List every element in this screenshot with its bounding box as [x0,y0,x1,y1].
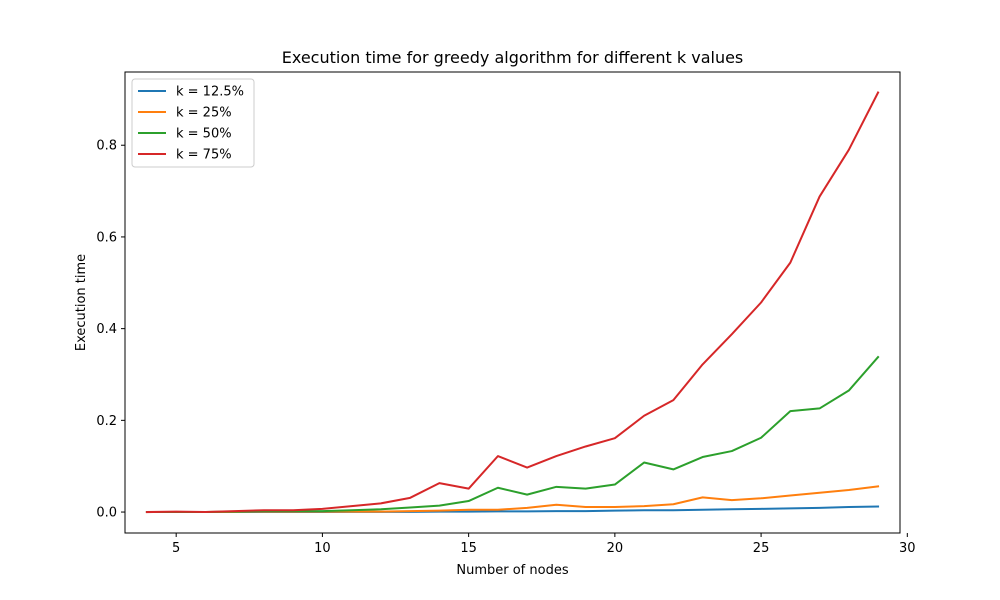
legend-label: k = 12.5% [176,85,244,100]
x-tick-label: 20 [607,541,624,556]
legend-label: k = 25% [176,106,232,121]
plot-area [124,71,901,534]
x-tick-label: 10 [314,541,331,556]
y-tick-label: 0.0 [96,506,117,521]
y-axis: 0.0 0.2 0.4 0.6 0.8 [96,139,125,521]
y-axis-label: Execution time [74,254,89,351]
x-tick-label: 25 [753,541,770,556]
y-tick-label: 0.2 [96,414,117,429]
x-tick-label: 5 [172,541,180,556]
x-axis-label: Number of nodes [456,563,568,578]
y-tick-label: 0.6 [96,230,117,245]
x-tick-label: 30 [899,541,916,556]
legend-box [131,78,255,168]
legend-label: k = 50% [176,127,232,142]
axes-frame [124,71,901,534]
legend-items: k = 12.5% k = 25% k = 50% k = 75% [138,85,244,163]
series-group [145,91,880,514]
y-tick-label: 0.4 [96,322,117,337]
legend: k = 12.5% k = 25% k = 50% k = 75% [131,78,255,168]
series-line-4 [145,91,880,514]
legend-label: k = 75% [176,148,232,163]
x-axis: 5 10 15 20 25 30 [172,533,916,556]
chart-title: Execution time for greedy algorithm for … [282,48,744,67]
x-tick-label: 15 [460,541,477,556]
y-tick-label: 0.8 [96,139,117,154]
